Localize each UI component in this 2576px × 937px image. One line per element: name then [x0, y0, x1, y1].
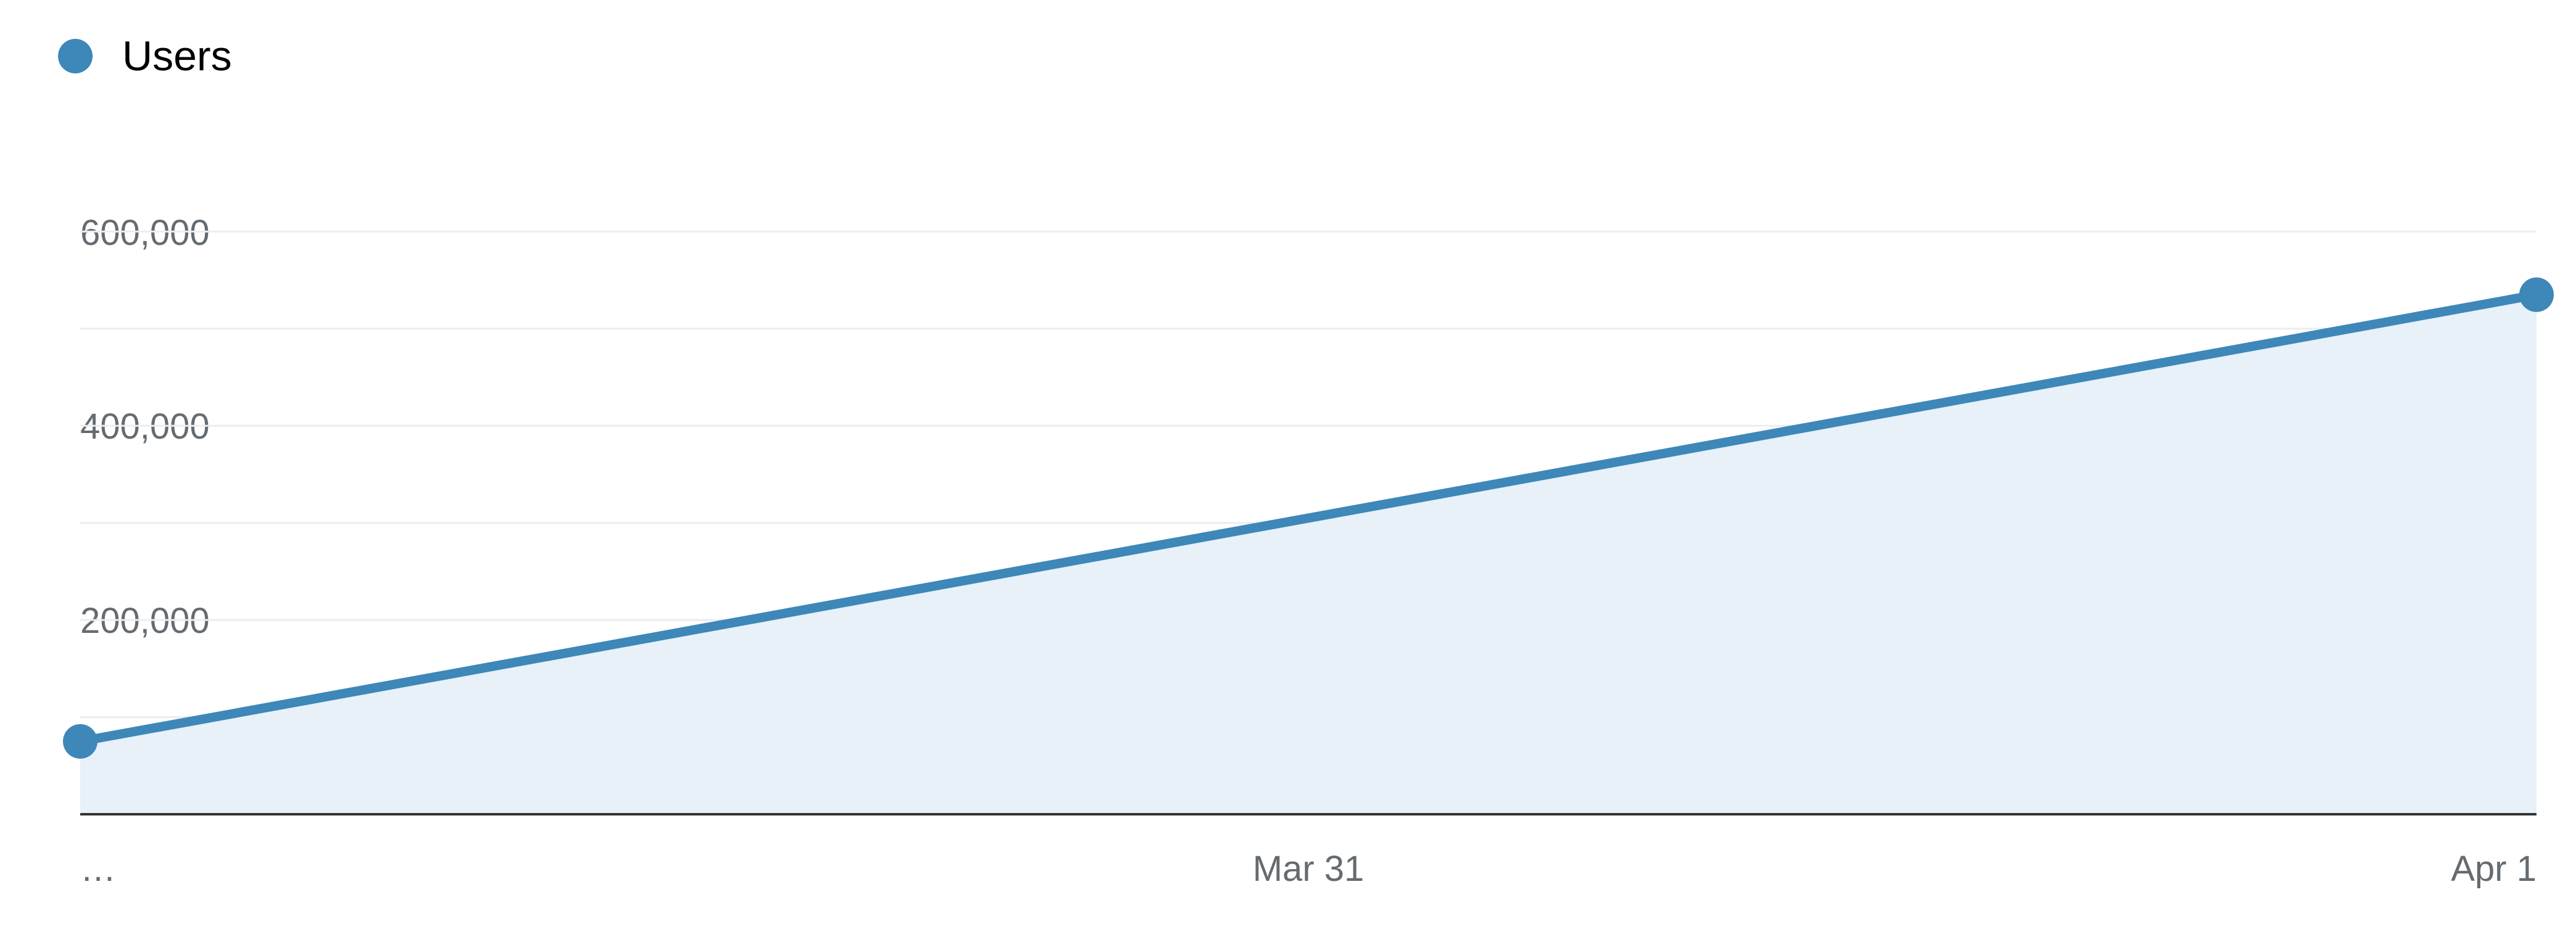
x-tick-label-2: Apr 1 [2451, 848, 2537, 890]
x-tick-label-0: … [80, 848, 116, 890]
chart-container: Users 200,000 400,000 600,000 … Mar 31 A… [0, 0, 2576, 937]
chart-svg [0, 0, 2576, 937]
x-tick-label-1: Mar 31 [1253, 848, 1365, 890]
